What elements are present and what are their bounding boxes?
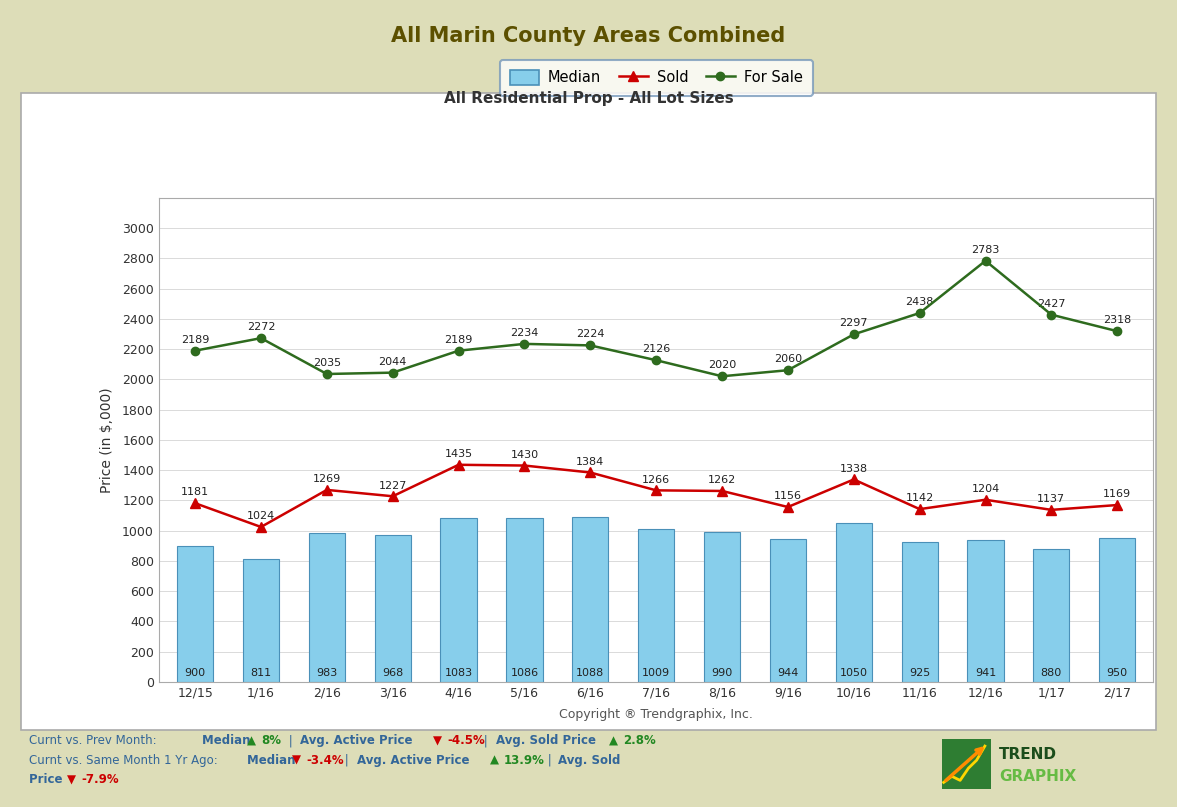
- Text: Price: Price: [29, 773, 67, 786]
- Text: 1137: 1137: [1037, 494, 1065, 504]
- Text: 983: 983: [317, 668, 338, 678]
- Text: -7.9%: -7.9%: [81, 773, 119, 786]
- Text: -4.5%: -4.5%: [447, 734, 485, 747]
- Bar: [638, 529, 674, 682]
- Text: 2234: 2234: [511, 328, 539, 338]
- Text: 968: 968: [383, 668, 404, 678]
- Bar: [902, 542, 938, 682]
- Text: 1050: 1050: [839, 668, 867, 678]
- Text: |: |: [544, 754, 556, 767]
- Text: 1338: 1338: [839, 464, 867, 474]
- Text: 950: 950: [1106, 668, 1128, 678]
- Bar: [1099, 538, 1136, 682]
- Text: 1227: 1227: [379, 480, 407, 491]
- Text: 1086: 1086: [511, 668, 539, 678]
- Text: 2297: 2297: [839, 318, 867, 328]
- Text: 2060: 2060: [773, 354, 802, 364]
- Text: 2126: 2126: [641, 344, 671, 354]
- Text: |: |: [341, 754, 353, 767]
- Text: 1384: 1384: [577, 457, 605, 466]
- Text: 1430: 1430: [511, 449, 539, 460]
- Text: 2224: 2224: [576, 329, 605, 340]
- Bar: [704, 532, 740, 682]
- Text: Avg. Sold: Avg. Sold: [558, 754, 620, 767]
- Y-axis label: Price (in $,000): Price (in $,000): [100, 387, 114, 492]
- Text: 2427: 2427: [1037, 299, 1065, 308]
- Text: ▼: ▼: [292, 754, 301, 767]
- Text: 925: 925: [909, 668, 930, 678]
- Text: 1435: 1435: [445, 449, 473, 459]
- Text: 1266: 1266: [643, 475, 670, 484]
- Text: ▼: ▼: [67, 773, 77, 786]
- X-axis label: Copyright ® Trendgraphix, Inc.: Copyright ® Trendgraphix, Inc.: [559, 708, 753, 721]
- Text: 13.9%: 13.9%: [504, 754, 545, 767]
- Text: Curnt vs. Same Month 1 Yr Ago:: Curnt vs. Same Month 1 Yr Ago:: [29, 754, 222, 767]
- Text: 2044: 2044: [379, 357, 407, 366]
- Text: TREND: TREND: [999, 746, 1057, 762]
- Bar: [177, 546, 213, 682]
- Text: 2438: 2438: [905, 297, 933, 307]
- Text: 880: 880: [1040, 668, 1062, 678]
- Text: 944: 944: [777, 668, 799, 678]
- Text: All Residential Prop - All Lot Sizes: All Residential Prop - All Lot Sizes: [444, 91, 733, 106]
- Text: ▲: ▲: [247, 734, 257, 747]
- Text: 2035: 2035: [313, 358, 341, 368]
- Text: 1169: 1169: [1103, 489, 1131, 500]
- Text: 1269: 1269: [313, 475, 341, 484]
- FancyBboxPatch shape: [942, 739, 991, 789]
- Text: ▼: ▼: [433, 734, 443, 747]
- Text: Median: Median: [202, 734, 255, 747]
- Text: 1156: 1156: [774, 491, 802, 501]
- Text: 1083: 1083: [445, 668, 473, 678]
- Text: 2783: 2783: [971, 245, 999, 255]
- Text: 2272: 2272: [247, 322, 275, 332]
- Bar: [1033, 549, 1070, 682]
- Text: Avg. Sold Price: Avg. Sold Price: [496, 734, 599, 747]
- Text: Avg. Active Price: Avg. Active Price: [300, 734, 417, 747]
- Text: GRAPHIX: GRAPHIX: [999, 769, 1077, 784]
- Bar: [242, 559, 279, 682]
- Text: 900: 900: [185, 668, 206, 678]
- Text: 1204: 1204: [971, 484, 999, 494]
- Text: 8%: 8%: [261, 734, 281, 747]
- Text: 2189: 2189: [445, 335, 473, 345]
- Text: 1088: 1088: [577, 668, 605, 678]
- Text: 1142: 1142: [905, 493, 933, 504]
- Text: 1024: 1024: [247, 511, 275, 521]
- Text: Median: Median: [247, 754, 300, 767]
- Text: |: |: [480, 734, 492, 747]
- Text: 2189: 2189: [181, 335, 210, 345]
- Bar: [572, 517, 609, 682]
- Bar: [308, 533, 345, 682]
- Legend: Median, Sold, For Sale: Median, Sold, For Sale: [500, 60, 812, 95]
- Text: 2.8%: 2.8%: [623, 734, 656, 747]
- Text: 2318: 2318: [1103, 315, 1131, 325]
- Text: -3.4%: -3.4%: [306, 754, 344, 767]
- Text: ▲: ▲: [490, 754, 499, 767]
- Text: 1181: 1181: [181, 487, 210, 497]
- Text: 990: 990: [711, 668, 732, 678]
- Text: ▲: ▲: [609, 734, 618, 747]
- Text: |: |: [285, 734, 297, 747]
- Text: 1009: 1009: [643, 668, 670, 678]
- Text: All Marin County Areas Combined: All Marin County Areas Combined: [392, 27, 785, 46]
- Bar: [374, 536, 411, 682]
- Bar: [836, 523, 872, 682]
- Bar: [770, 539, 806, 682]
- Bar: [967, 540, 1004, 682]
- Text: 1262: 1262: [707, 475, 736, 485]
- Bar: [506, 517, 543, 682]
- Text: Curnt vs. Prev Month:: Curnt vs. Prev Month:: [29, 734, 161, 747]
- Text: 2020: 2020: [707, 360, 736, 370]
- Text: Avg. Active Price: Avg. Active Price: [357, 754, 473, 767]
- Text: 811: 811: [251, 668, 272, 678]
- Text: 941: 941: [975, 668, 996, 678]
- Bar: [440, 518, 477, 682]
